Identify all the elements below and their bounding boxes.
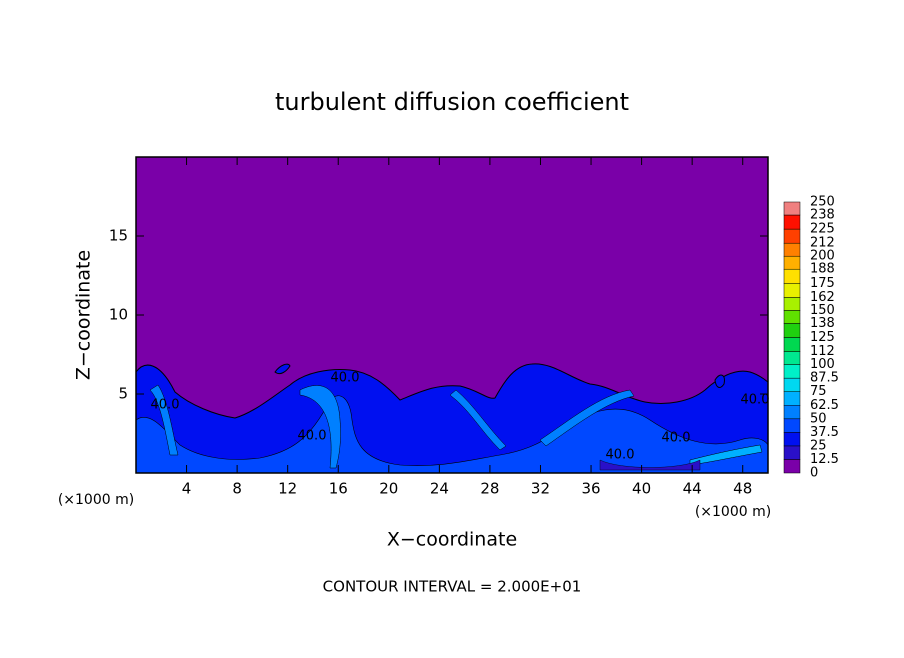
x-tick-label: 32 bbox=[531, 480, 550, 498]
x-axis-label: X−coordinate bbox=[387, 529, 517, 551]
colorbar-segment bbox=[783, 283, 801, 298]
colorbar-label: 150 bbox=[810, 303, 835, 318]
colorbar-segment bbox=[783, 405, 801, 420]
colorbar-segment bbox=[783, 377, 801, 392]
colorbar-segment bbox=[783, 391, 801, 406]
y-tick-label: 5 bbox=[118, 385, 128, 403]
x-tick-label: 28 bbox=[480, 480, 499, 498]
contour-label: 40.0 bbox=[606, 448, 635, 463]
y-axis-label: Z−coordinate bbox=[73, 250, 95, 380]
y-tick-label: 15 bbox=[109, 227, 128, 245]
x-tick-label: 36 bbox=[581, 480, 600, 498]
colorbar-label: 50 bbox=[810, 411, 827, 426]
colorbar-segment bbox=[783, 432, 801, 447]
chart-title: turbulent diffusion coefficient bbox=[275, 88, 629, 116]
contour-label: 40.0 bbox=[298, 429, 327, 444]
colorbar-label: 0 bbox=[810, 466, 818, 481]
colorbar-segment bbox=[783, 310, 801, 324]
x-tick-label: 24 bbox=[430, 480, 449, 498]
colorbar-segment bbox=[783, 323, 801, 338]
colorbar-label: 250 bbox=[810, 195, 835, 210]
x-tick-label: 44 bbox=[683, 480, 702, 498]
colorbar-label: 100 bbox=[810, 357, 835, 372]
colorbar-segment bbox=[783, 297, 801, 311]
colorbar-segment bbox=[783, 364, 801, 379]
field-region bbox=[135, 395, 769, 474]
colorbar-segment bbox=[783, 242, 801, 257]
x-tick-label: 4 bbox=[182, 480, 192, 498]
x-tick-label: 48 bbox=[733, 480, 752, 498]
colorbar-segment bbox=[783, 445, 801, 460]
field-region bbox=[149, 384, 179, 456]
colorbar-segment bbox=[783, 214, 801, 230]
x-tick-label: 12 bbox=[278, 480, 297, 498]
field-region bbox=[714, 374, 725, 388]
colorbar-label: 200 bbox=[810, 249, 835, 264]
colorbar-label: 112 bbox=[810, 344, 835, 359]
x-unit-label: (×1000 m) bbox=[695, 504, 771, 520]
field-region bbox=[539, 389, 635, 447]
contour-label: 40.0 bbox=[741, 393, 770, 408]
field-region bbox=[299, 385, 341, 469]
field-region bbox=[274, 363, 291, 375]
field-region bbox=[689, 444, 763, 466]
colorbar-label: 125 bbox=[810, 330, 835, 345]
colorbar-segment bbox=[783, 228, 801, 244]
contour-label: 40.0 bbox=[662, 431, 691, 446]
colorbar-label: 175 bbox=[810, 276, 835, 291]
colorbar-label: 162 bbox=[810, 290, 835, 305]
contour-label: 40.0 bbox=[331, 371, 360, 386]
x-tick-label: 8 bbox=[232, 480, 242, 498]
colorbar-segment bbox=[783, 255, 801, 270]
colorbar-label: 62.5 bbox=[810, 398, 839, 413]
colorbar-segment bbox=[783, 268, 801, 284]
colorbar-label: 225 bbox=[810, 222, 835, 237]
y-tick-label: 10 bbox=[109, 306, 128, 324]
colorbar-segment bbox=[783, 337, 801, 352]
colorbar-label: 37.5 bbox=[810, 425, 839, 440]
colorbar-label: 212 bbox=[810, 236, 835, 251]
colorbar-label: 138 bbox=[810, 316, 835, 331]
colorbar-label: 238 bbox=[810, 208, 835, 223]
colorbar-segment bbox=[783, 418, 801, 433]
colorbar-label: 75 bbox=[810, 384, 827, 399]
x-tick-label: 16 bbox=[329, 480, 348, 498]
colorbar-segment bbox=[783, 201, 801, 216]
colorbar-segment bbox=[783, 459, 801, 474]
colorbar-segment bbox=[783, 351, 801, 365]
colorbar-label: 87.5 bbox=[810, 371, 839, 386]
field-region bbox=[449, 389, 507, 451]
colorbar-label: 12.5 bbox=[810, 452, 839, 467]
footer: CONTOUR INTERVAL = 2.000E+01 bbox=[323, 578, 582, 596]
x-tick-label: 40 bbox=[632, 480, 651, 498]
colorbar-label: 25 bbox=[810, 438, 827, 453]
x-unit-label: (×1000 m) bbox=[58, 492, 134, 508]
x-tick-label: 20 bbox=[379, 480, 398, 498]
contour-label: 40.0 bbox=[151, 398, 180, 413]
colorbar-label: 188 bbox=[810, 262, 835, 277]
